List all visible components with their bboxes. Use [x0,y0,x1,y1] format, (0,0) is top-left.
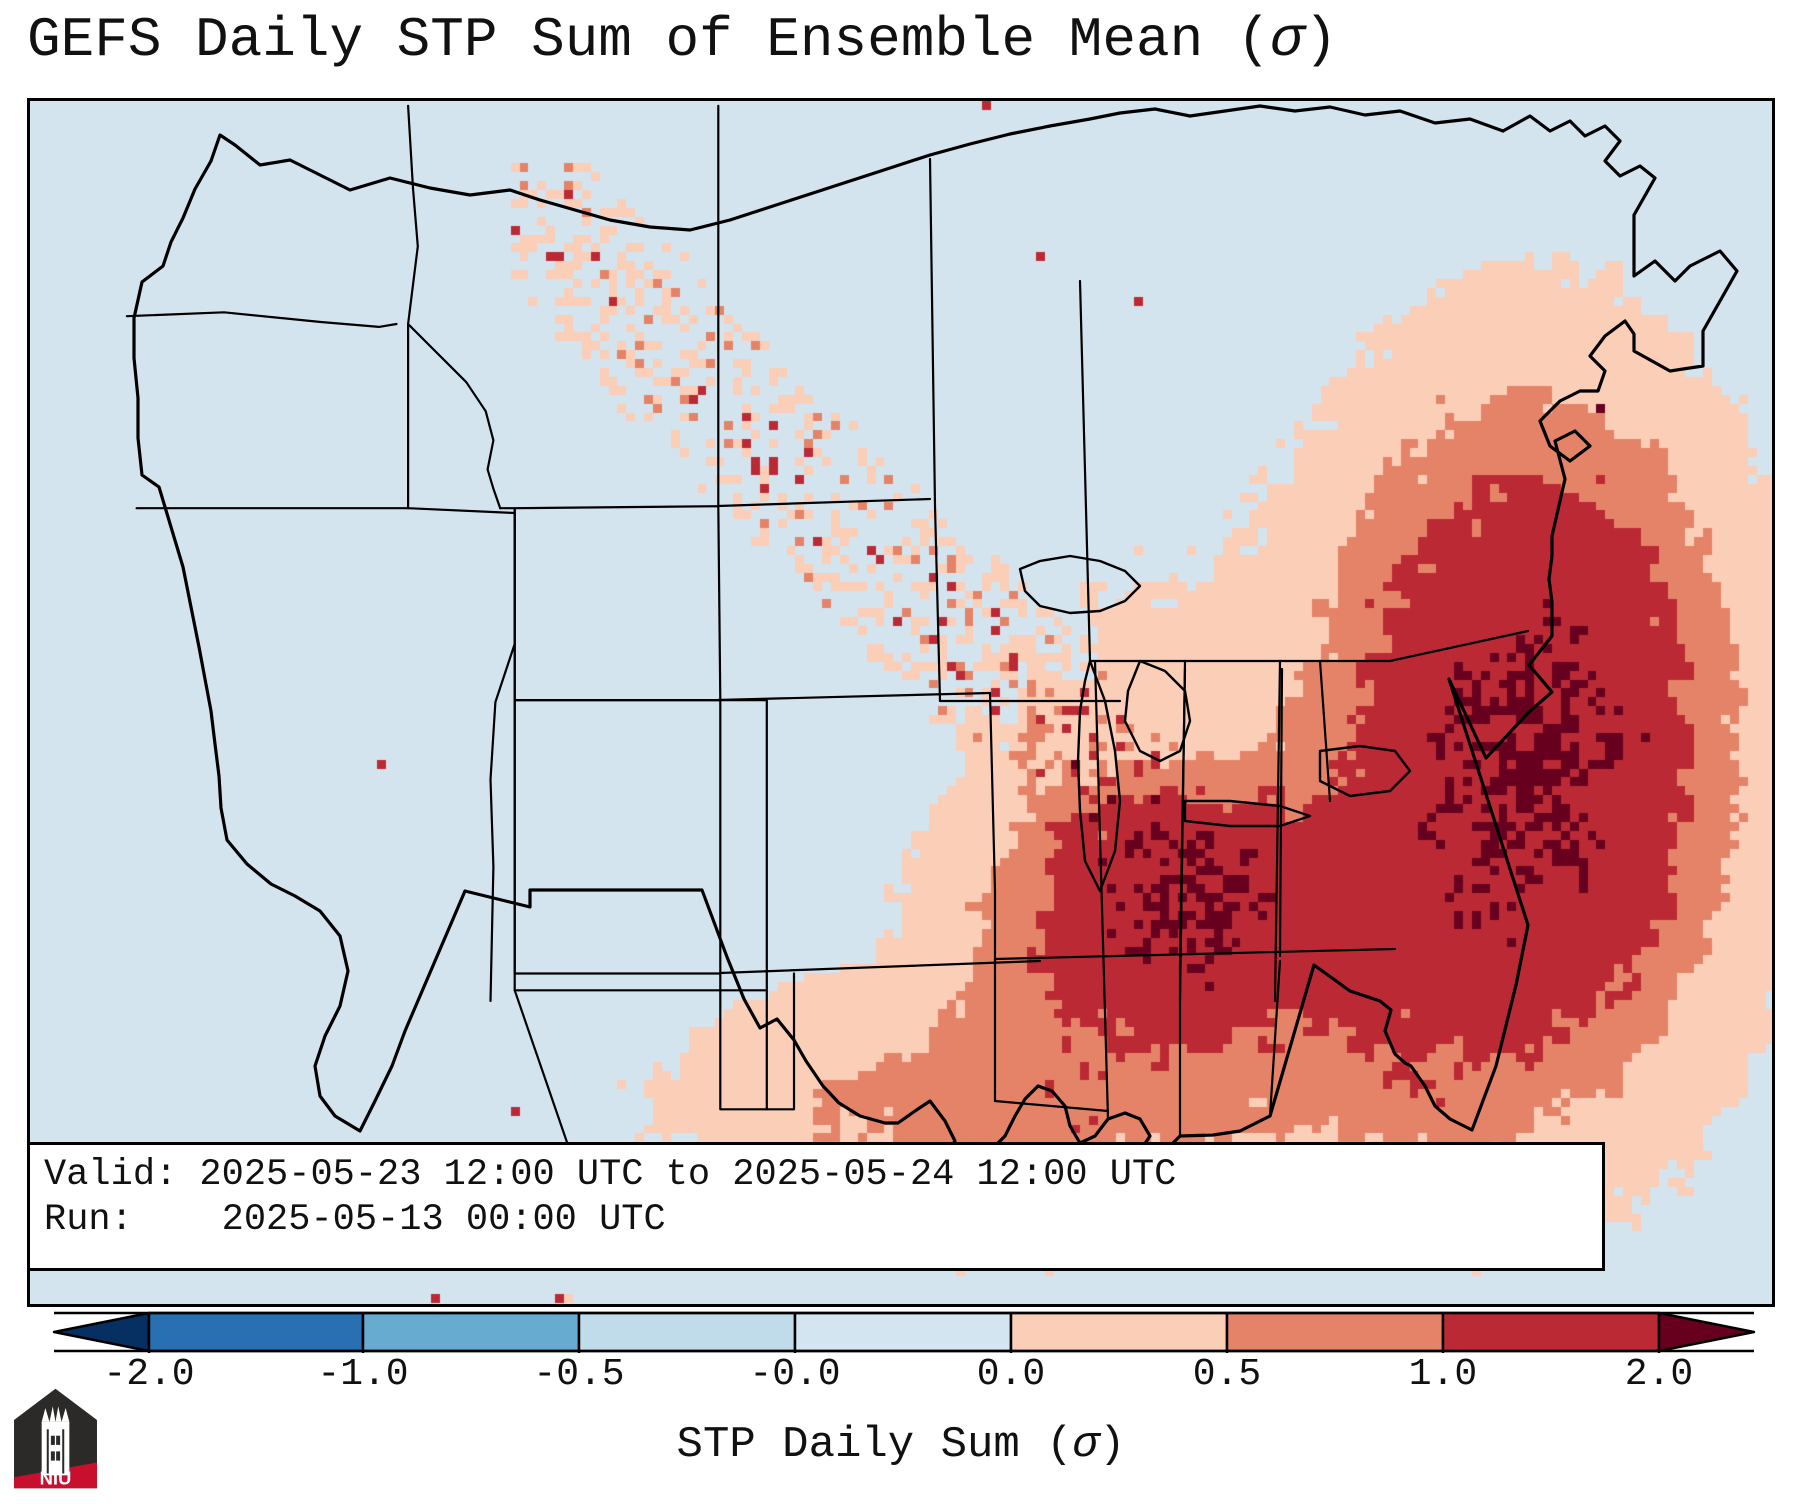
svg-text:NIU: NIU [40,1468,72,1489]
